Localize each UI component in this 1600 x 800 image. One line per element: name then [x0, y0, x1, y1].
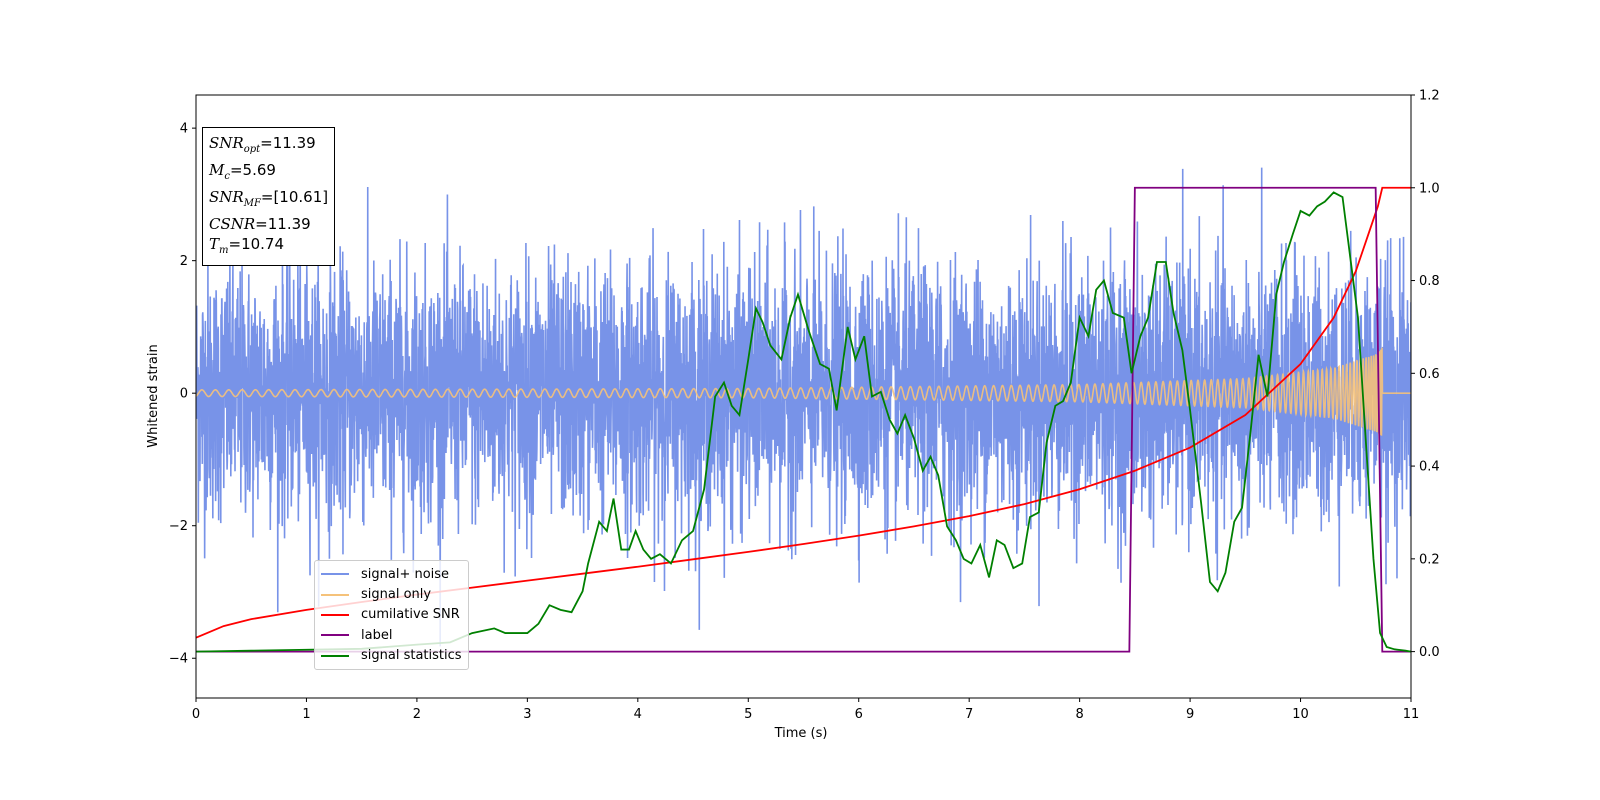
x-tick-label: 11: [1403, 707, 1420, 722]
legend-swatch: [321, 613, 349, 616]
y2-tick-label: 0.4: [1419, 460, 1440, 475]
legend-label: signal only: [361, 587, 432, 603]
legend-swatch: [321, 654, 349, 657]
legend-item: signal statistics: [321, 646, 462, 666]
annotation-csnr: CSNR=11.39: [209, 215, 311, 233]
y2-tick-label: 1.2: [1419, 89, 1440, 104]
annotation-snr-opt: SNRopt=11.39: [209, 134, 316, 155]
x-tick-label: 5: [744, 707, 752, 722]
x-tick-label: 10: [1292, 707, 1309, 722]
y2-tick-label: 0.6: [1419, 367, 1440, 382]
x-tick-label: 4: [634, 707, 642, 722]
annotation-box: SNRopt=11.39 Mc=5.69 SNRMF=[10.61] CSNR=…: [202, 127, 336, 266]
x-tick-label: 8: [1075, 707, 1083, 722]
legend-label: signal statistics: [361, 648, 462, 664]
legend-item: label: [321, 625, 462, 645]
x-tick-label: 9: [1186, 707, 1194, 722]
y-axis-label: Whitened strain: [146, 344, 161, 447]
y-tick-label: −4: [169, 652, 188, 667]
x-axis-ticks: 0 1 2 3 4 5 6 7 8 9 10 11: [192, 698, 1419, 722]
x-tick-label: 7: [965, 707, 973, 722]
annotation-mc: Mc=5.69: [209, 161, 276, 182]
label-line: [196, 186, 1411, 653]
plot-frame: [195, 94, 1412, 699]
annotation-snr-mf: SNRMF=[10.61]: [209, 188, 329, 209]
legend-swatch: [321, 573, 349, 576]
y2-axis-ticks: 1.2 1.0 0.8 0.6 0.4 0.2 0.0: [1411, 89, 1440, 660]
y-tick-label: −2: [169, 519, 188, 534]
x-tick-label: 1: [302, 707, 310, 722]
legend-label: cumilative SNR: [361, 607, 460, 623]
legend-swatch: [321, 634, 349, 637]
legend-item: signal only: [321, 584, 462, 604]
legend-item: signal+ noise: [321, 564, 462, 584]
y-tick-label: 2: [180, 254, 188, 269]
y-axis-ticks: 4 2 0 −2 −4: [169, 122, 196, 667]
legend-swatch: [321, 593, 349, 596]
series-signal-only: [196, 347, 1411, 436]
signal-statistics-line: [196, 191, 1411, 653]
legend: signal+ noise signal only cumilative SNR…: [314, 560, 469, 670]
y2-tick-label: 1.0: [1419, 181, 1440, 196]
y2-tick-label: 0.2: [1419, 552, 1440, 567]
legend-item: cumilative SNR: [321, 605, 462, 625]
y2-tick-label: 0.8: [1419, 274, 1440, 289]
x-axis-label: Time (s): [774, 726, 828, 741]
annotation-tm: Tm=10.74: [209, 235, 285, 256]
x-tick-label: 3: [523, 707, 531, 722]
signal-only-line: [196, 347, 1411, 436]
legend-label: signal+ noise: [361, 566, 450, 582]
y-tick-label: 0: [180, 387, 188, 402]
x-tick-label: 0: [192, 707, 200, 722]
x-tick-label: 2: [413, 707, 421, 722]
y-tick-label: 4: [180, 122, 188, 137]
legend-label: label: [361, 627, 393, 643]
y2-tick-label: 0.0: [1419, 645, 1440, 660]
x-tick-label: 6: [855, 707, 863, 722]
